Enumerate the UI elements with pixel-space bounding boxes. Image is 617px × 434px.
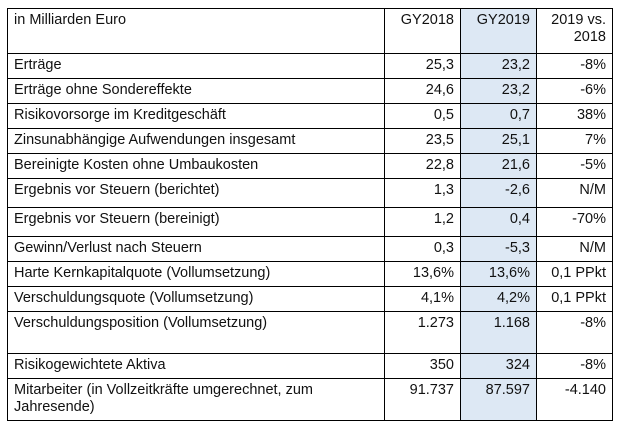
row-label: Verschuldungsposition (Vollumsetzung) bbox=[7, 311, 385, 354]
row-label: Ergebnis vor Steuern (bereinigt) bbox=[7, 207, 385, 237]
value-gy2019: 25,1 bbox=[460, 128, 537, 154]
value-change: -5% bbox=[536, 153, 613, 179]
value-change: 0,1 PPkt bbox=[536, 286, 613, 312]
value-gy2018: 4,1% bbox=[384, 286, 461, 312]
value-gy2019: 23,2 bbox=[460, 78, 537, 104]
value-gy2019: -5,3 bbox=[460, 236, 537, 262]
row-label: Gewinn/Verlust nach Steuern bbox=[7, 236, 385, 262]
value-gy2019: 0,4 bbox=[460, 207, 537, 237]
value-gy2019: 13,6% bbox=[460, 261, 537, 287]
row-label: Risikovorsorge im Kreditgeschäft bbox=[7, 103, 385, 129]
value-change: -8% bbox=[536, 353, 613, 379]
table-row: Zinsunabhängige Aufwendungen insgesamt 2… bbox=[7, 128, 613, 154]
table-row: Ergebnis vor Steuern (berichtet) 1,3 -2,… bbox=[7, 178, 613, 208]
header-change-line1: 2019 vs. bbox=[551, 12, 606, 28]
header-label: in Milliarden Euro bbox=[7, 8, 385, 54]
value-gy2019: 1.168 bbox=[460, 311, 537, 354]
row-label: Erträge ohne Sondereffekte bbox=[7, 78, 385, 104]
table-row: Erträge 25,3 23,2 -8% bbox=[7, 53, 613, 79]
value-gy2018: 23,5 bbox=[384, 128, 461, 154]
table-row: Gewinn/Verlust nach Steuern 0,3 -5,3 N/M bbox=[7, 236, 613, 262]
header-gy2018: GY2018 bbox=[384, 8, 461, 54]
value-gy2019: 21,6 bbox=[460, 153, 537, 179]
value-gy2019: 87.597 bbox=[460, 378, 537, 421]
value-change: -8% bbox=[536, 53, 613, 79]
value-gy2019: 4,2% bbox=[460, 286, 537, 312]
value-change: 7% bbox=[536, 128, 613, 154]
row-label: Bereinigte Kosten ohne Umbaukosten bbox=[7, 153, 385, 179]
financial-table: in Milliarden Euro GY2018 GY2019 2019 vs… bbox=[7, 8, 613, 421]
value-gy2018: 0,3 bbox=[384, 236, 461, 262]
value-change: -70% bbox=[536, 207, 613, 237]
row-label: Risikogewichtete Aktiva bbox=[7, 353, 385, 379]
row-label: Harte Kernkapitalquote (Vollumsetzung) bbox=[7, 261, 385, 287]
value-change: 38% bbox=[536, 103, 613, 129]
value-gy2018: 13,6% bbox=[384, 261, 461, 287]
value-gy2018: 22,8 bbox=[384, 153, 461, 179]
value-gy2018: 25,3 bbox=[384, 53, 461, 79]
row-label: Ergebnis vor Steuern (berichtet) bbox=[7, 178, 385, 208]
row-label: Verschuldungsquote (Vollumsetzung) bbox=[7, 286, 385, 312]
value-gy2019: 23,2 bbox=[460, 53, 537, 79]
value-gy2018: 0,5 bbox=[384, 103, 461, 129]
value-gy2018: 1,3 bbox=[384, 178, 461, 208]
header-change-line2: 2018 bbox=[573, 29, 606, 45]
value-gy2018: 1.273 bbox=[384, 311, 461, 354]
header-gy2019: GY2019 bbox=[460, 8, 537, 54]
table-row: Verschuldungsposition (Vollumsetzung) 1.… bbox=[7, 311, 613, 354]
value-gy2018: 24,6 bbox=[384, 78, 461, 104]
table-row: Erträge ohne Sondereffekte 24,6 23,2 -6% bbox=[7, 78, 613, 104]
value-change: 0,1 PPkt bbox=[536, 261, 613, 287]
table-row: Mitarbeiter (in Vollzeitkräfte umgerechn… bbox=[7, 378, 613, 421]
value-change: N/M bbox=[536, 236, 613, 262]
value-gy2018: 350 bbox=[384, 353, 461, 379]
value-change: -6% bbox=[536, 78, 613, 104]
value-change: -8% bbox=[536, 311, 613, 354]
table-row: Harte Kernkapitalquote (Vollumsetzung) 1… bbox=[7, 261, 613, 287]
table-row: Verschuldungsquote (Vollumsetzung) 4,1% … bbox=[7, 286, 613, 312]
value-change: -4.140 bbox=[536, 378, 613, 421]
row-label: Erträge bbox=[7, 53, 385, 79]
row-label: Zinsunabhängige Aufwendungen insgesamt bbox=[7, 128, 385, 154]
table-row: Risikovorsorge im Kreditgeschäft 0,5 0,7… bbox=[7, 103, 613, 129]
row-label: Mitarbeiter (in Vollzeitkräfte umgerechn… bbox=[7, 378, 385, 421]
table-row: Risikogewichtete Aktiva 350 324 -8% bbox=[7, 353, 613, 379]
value-change: N/M bbox=[536, 178, 613, 208]
table-row: Bereinigte Kosten ohne Umbaukosten 22,8 … bbox=[7, 153, 613, 179]
header-row: in Milliarden Euro GY2018 GY2019 2019 vs… bbox=[7, 8, 613, 54]
table-row: Ergebnis vor Steuern (bereinigt) 1,2 0,4… bbox=[7, 207, 613, 237]
value-gy2019: 0,7 bbox=[460, 103, 537, 129]
value-gy2018: 91.737 bbox=[384, 378, 461, 421]
value-gy2019: -2,6 bbox=[460, 178, 537, 208]
header-change: 2019 vs. 2018 bbox=[536, 8, 613, 54]
value-gy2018: 1,2 bbox=[384, 207, 461, 237]
value-gy2019: 324 bbox=[460, 353, 537, 379]
